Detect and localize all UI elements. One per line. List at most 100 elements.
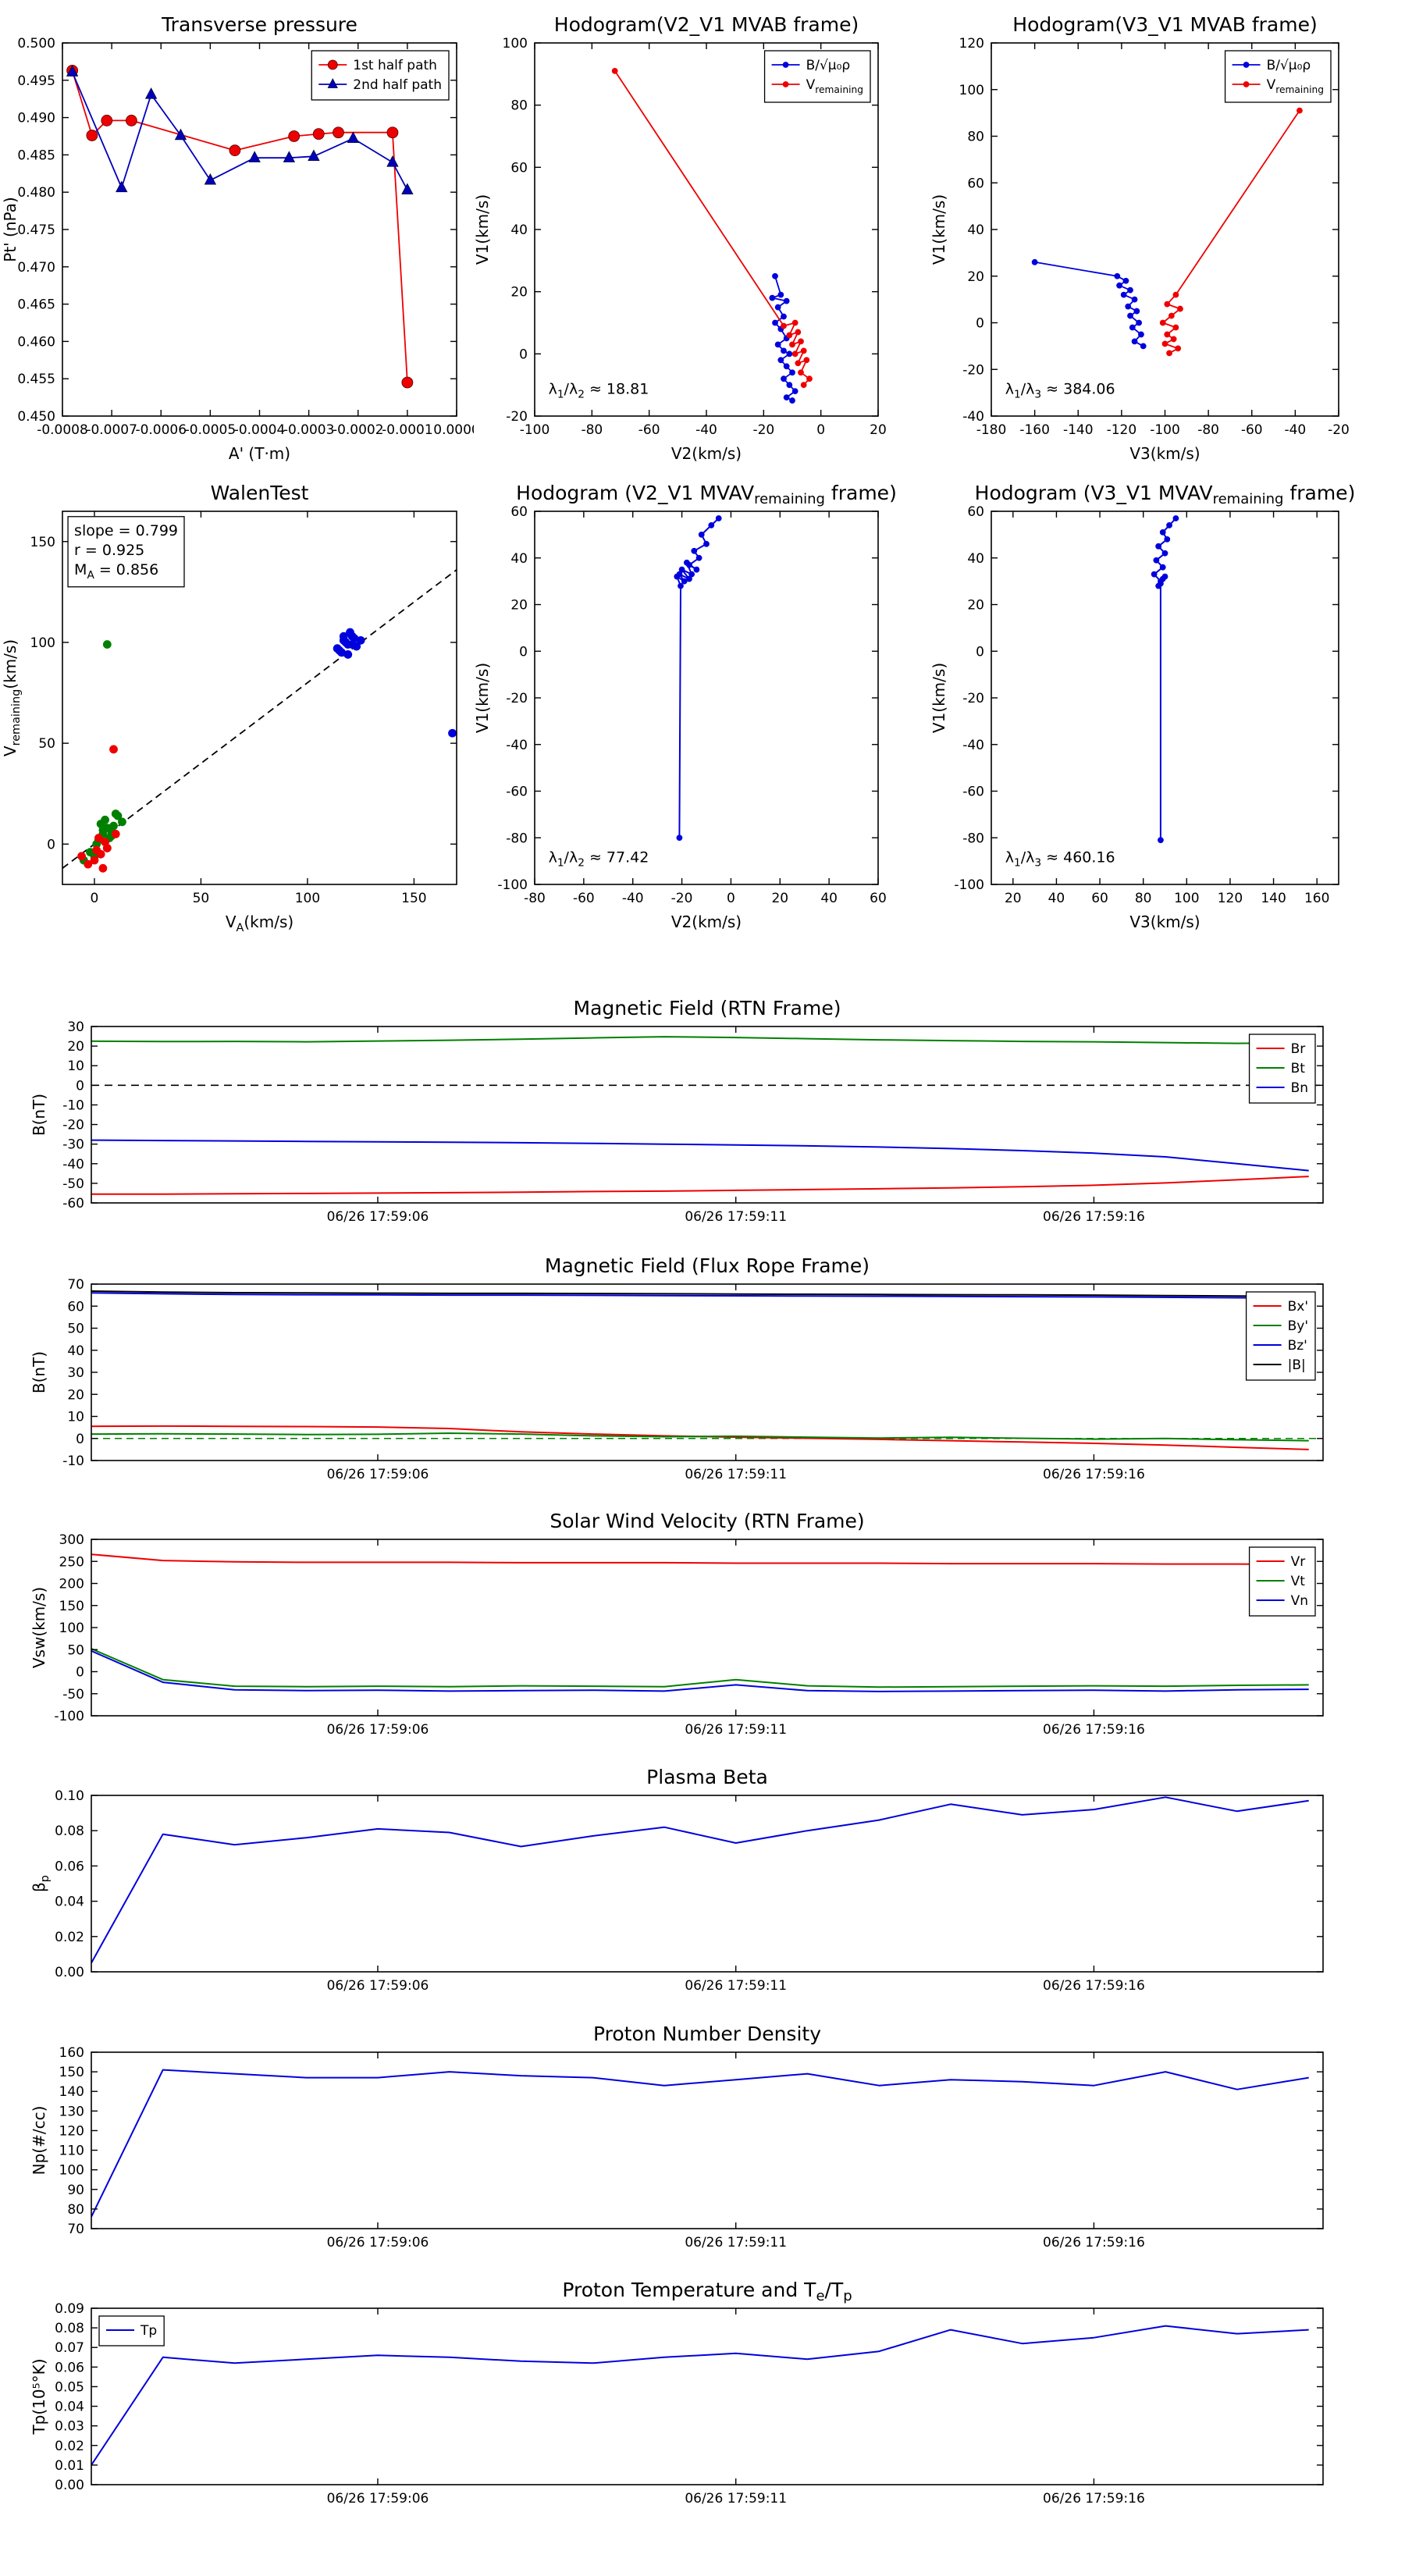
svg-text:-20: -20 — [506, 409, 528, 425]
svg-text:60: 60 — [1091, 891, 1108, 906]
svg-text:0.465: 0.465 — [17, 297, 55, 313]
svg-text:140: 140 — [1261, 891, 1286, 906]
svg-text:Bt: Bt — [1291, 1061, 1306, 1076]
magnetic-field-flux-rope-panel: 06/26 17:59:06 06/26 17:59:11 06/26 17:59:… — [29, 1251, 1343, 1490]
svg-text:By': By' — [1288, 1318, 1308, 1334]
svg-text:80: 80 — [1135, 891, 1152, 906]
svg-text:20: 20 — [771, 891, 788, 906]
walen-test-panel: 0 50 100 150 0 50 100 150 WalenTest VA(km/s) Vrema… — [0, 474, 474, 935]
svg-text:40: 40 — [967, 551, 984, 567]
svg-text:-180: -180 — [976, 422, 1007, 438]
svg-text:B(nT): B(nT) — [30, 1094, 48, 1136]
svg-text:Hodogram(V3_V1 MVAB frame): Hodogram(V3_V1 MVAB frame) — [1012, 13, 1317, 36]
svg-text:-20: -20 — [506, 691, 528, 706]
svg-text:V2(km/s): V2(km/s) — [671, 444, 742, 463]
svg-text:50: 50 — [67, 1642, 84, 1658]
svg-text:B/√μ₀ρ: B/√μ₀ρ — [1267, 58, 1311, 73]
svg-text:200: 200 — [59, 1577, 84, 1592]
svg-text:λ1/λ2 ≈ 18.81: λ1/λ2 ≈ 18.81 — [549, 380, 649, 400]
svg-text:06/26 17:59:06: 06/26 17:59:06 — [327, 2235, 429, 2250]
svg-text:-20: -20 — [752, 422, 774, 438]
svg-text:0.450: 0.450 — [17, 409, 55, 425]
svg-text:Vr: Vr — [1291, 1554, 1306, 1570]
svg-text:0: 0 — [47, 837, 55, 852]
svg-text:-40: -40 — [962, 409, 984, 425]
svg-text:0.06: 0.06 — [55, 1859, 84, 1874]
svg-text:Bz': Bz' — [1288, 1338, 1307, 1354]
svg-text:Plasma Beta: Plasma Beta — [646, 1766, 768, 1788]
walen-test-chart: 0 50 100 150 0 50 100 150 WalenTest VA(km/s) Vrema… — [1, 482, 457, 934]
svg-text:Vremaining(km/s): Vremaining(km/s) — [1, 639, 23, 756]
svg-text:20: 20 — [967, 598, 984, 614]
svg-text:06/26 17:59:11: 06/26 17:59:11 — [685, 2491, 787, 2507]
svg-text:20: 20 — [967, 269, 984, 285]
plasma-beta-panel: 06/26 17:59:06 06/26 17:59:11 06/26 17:59:… — [29, 1763, 1343, 2001]
svg-text:Br: Br — [1291, 1041, 1306, 1057]
svg-text:0.02: 0.02 — [55, 2439, 84, 2454]
proton-number-density-chart: 06/26 17:59:06 06/26 17:59:11 06/26 17:59:… — [30, 2023, 1324, 2250]
svg-text:-40: -40 — [1284, 422, 1306, 438]
svg-text:100: 100 — [295, 891, 320, 906]
svg-text:06/26 17:59:11: 06/26 17:59:11 — [685, 1722, 787, 1738]
svg-text:06/26 17:59:06: 06/26 17:59:06 — [327, 1978, 429, 1994]
svg-text:06/26 17:59:16: 06/26 17:59:16 — [1043, 2235, 1145, 2250]
svg-text:V3(km/s): V3(km/s) — [1129, 444, 1200, 463]
svg-text:60: 60 — [967, 504, 984, 520]
svg-text:20: 20 — [67, 1387, 84, 1403]
svg-text:-100: -100 — [954, 877, 984, 893]
svg-text:150: 150 — [30, 535, 55, 550]
solar-wind-velocity-panel: 06/26 17:59:06 06/26 17:59:11 06/26 17:59:… — [29, 1507, 1343, 1745]
svg-text:130: 130 — [59, 2104, 84, 2119]
svg-text:Magnetic Field (Flux Rope Fram: Magnetic Field (Flux Rope Frame) — [545, 1254, 870, 1277]
svg-text:Vremaining: Vremaining — [806, 77, 863, 95]
svg-text:-40: -40 — [506, 738, 528, 753]
svg-text:Solar Wind Velocity (RTN Frame: Solar Wind Velocity (RTN Frame) — [550, 1510, 864, 1532]
svg-text:V2(km/s): V2(km/s) — [671, 913, 742, 931]
svg-text:slope = 0.799: slope = 0.799 — [74, 522, 178, 539]
svg-text:0: 0 — [76, 1665, 84, 1681]
svg-text:Hodogram (V2_V1 MVAVremaining: Hodogram (V2_V1 MVAVremaining frame) — [516, 482, 895, 507]
svg-text:0.00: 0.00 — [55, 2478, 84, 2493]
svg-text:60: 60 — [67, 1299, 84, 1315]
svg-text:-160: -160 — [1019, 422, 1050, 438]
svg-text:Vremaining: Vremaining — [1267, 77, 1324, 95]
svg-text:-80: -80 — [581, 422, 603, 438]
svg-text:60: 60 — [510, 504, 528, 520]
svg-text:-40: -40 — [622, 891, 644, 906]
svg-text:0.08: 0.08 — [55, 1823, 84, 1839]
svg-text:-100: -100 — [520, 422, 550, 438]
svg-text:-80: -80 — [1197, 422, 1219, 438]
svg-text:-100: -100 — [54, 1709, 84, 1724]
svg-text:40: 40 — [967, 222, 984, 238]
svg-text:0: 0 — [76, 1432, 84, 1447]
hodogram-v3v1-mvav-chart: 20 40 60 80 100 120 140 160 -100 -80 -60 -40 -20 0 20 4… — [930, 482, 1355, 931]
svg-text:80: 80 — [510, 98, 528, 114]
magnetic-field-rtn-panel: 06/26 17:59:06 06/26 17:59:11 06/26 17:59:… — [29, 994, 1343, 1233]
svg-text:VA(km/s): VA(km/s) — [226, 913, 293, 934]
svg-text:0.480: 0.480 — [17, 185, 55, 201]
svg-text:40: 40 — [820, 891, 838, 906]
svg-text:-20: -20 — [962, 691, 984, 706]
svg-text:90: 90 — [67, 2183, 84, 2198]
svg-text:06/26 17:59:11: 06/26 17:59:11 — [685, 2235, 787, 2250]
svg-text:Tp: Tp — [140, 2323, 157, 2339]
svg-text:-50: -50 — [62, 1687, 84, 1703]
svg-text:300: 300 — [59, 1532, 84, 1548]
svg-text:20: 20 — [67, 1039, 84, 1055]
svg-text:160: 160 — [1304, 891, 1329, 906]
svg-text:20: 20 — [510, 285, 528, 301]
svg-text:50: 50 — [38, 736, 55, 752]
svg-text:100: 100 — [959, 83, 984, 98]
svg-text:06/26 17:59:16: 06/26 17:59:16 — [1043, 1722, 1145, 1738]
svg-text:0.495: 0.495 — [17, 73, 55, 89]
svg-text:Hodogram(V2_V1 MVAB frame): Hodogram(V2_V1 MVAB frame) — [554, 13, 859, 36]
svg-text:06/26 17:59:06: 06/26 17:59:06 — [327, 2491, 429, 2507]
svg-text:r = 0.925: r = 0.925 — [74, 542, 144, 559]
svg-text:50: 50 — [193, 891, 210, 906]
svg-text:-0.0007: -0.0007 — [86, 422, 137, 438]
svg-text:0.04: 0.04 — [55, 1895, 84, 1910]
hodogram-v3-v1-mvab-panel: -180 -160 -140 -120 -100 -80 -60 -40 -20 -40 -20 0 2… — [929, 5, 1356, 467]
svg-text:06/26 17:59:16: 06/26 17:59:16 — [1043, 1467, 1145, 1482]
hodogram-v2-v1-mvab-panel: -100 -80 -60 -40 -20 0 20 -20 0 20 40 60 80 100 Hodogr… — [472, 5, 895, 467]
svg-text:A' (T·m): A' (T·m) — [229, 444, 290, 463]
